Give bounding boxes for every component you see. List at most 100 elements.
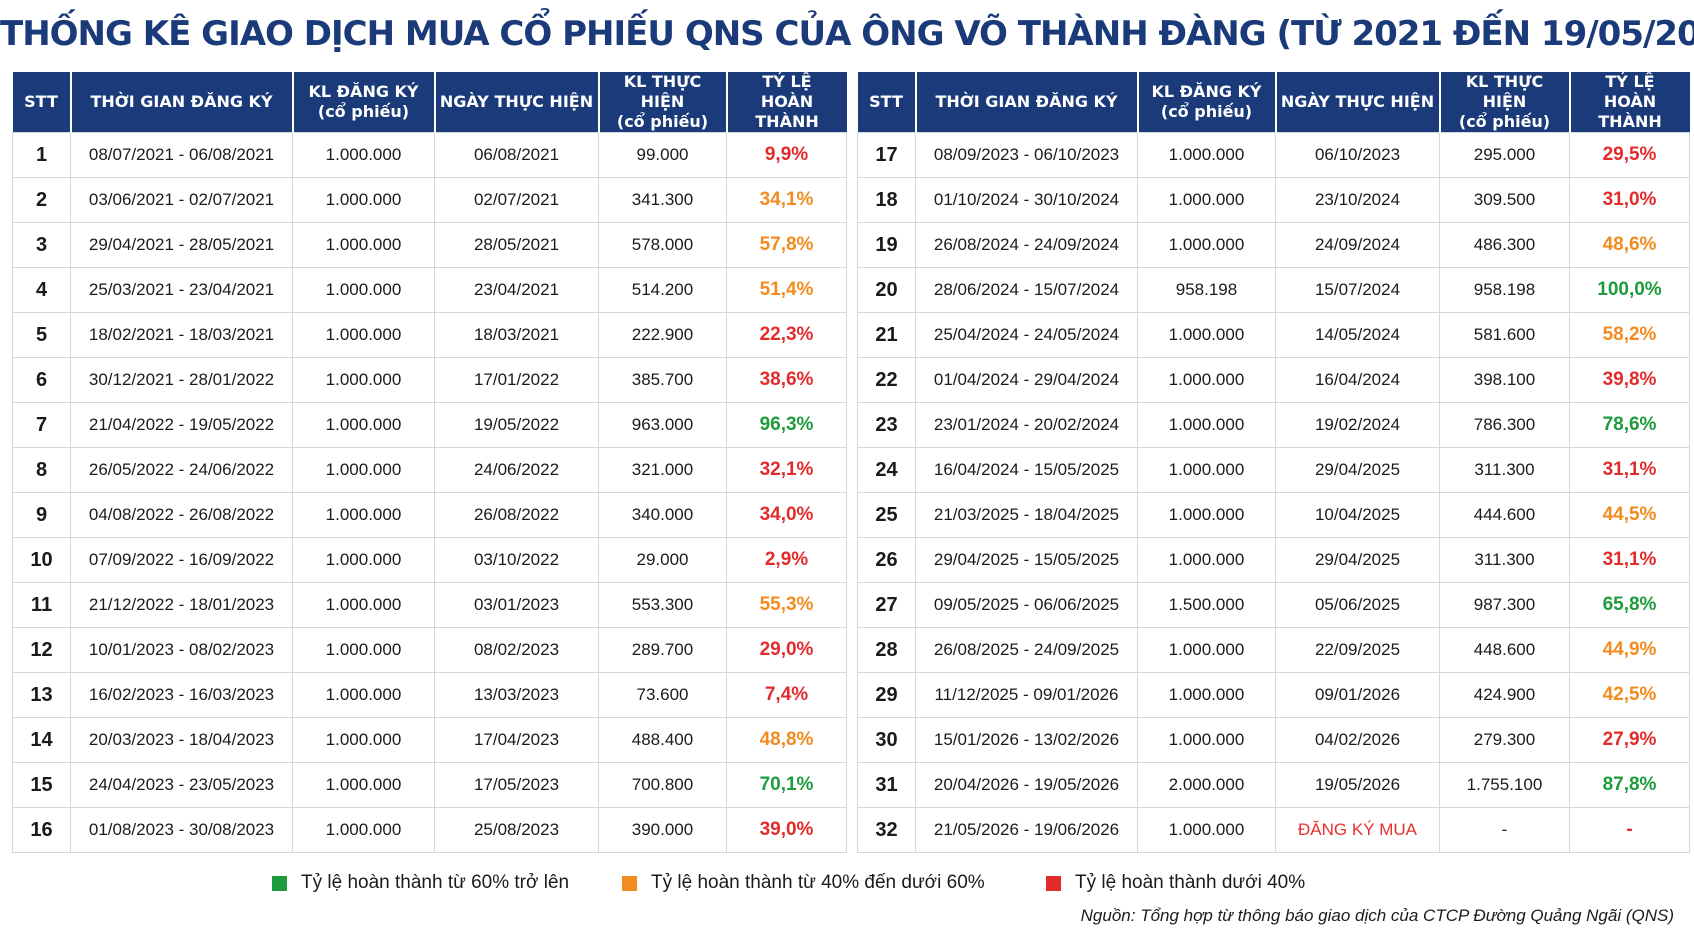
registered-cell: 1.000.000 [292,222,435,268]
legend-item-orange: Tỷ lệ hoàn thành từ 40% đến dưới 60% [622,872,985,894]
period-cell: 29/04/2025 - 15/05/2025 [915,537,1138,583]
stt-cell: 10 [12,537,71,583]
period-cell: 21/12/2022 - 18/01/2023 [70,582,293,628]
stt-cell: 31 [857,762,916,808]
date-cell: 05/06/2025 [1275,582,1440,628]
registered-cell: 1.000.000 [292,807,435,853]
executed-cell: 700.800 [598,762,727,808]
executed-cell: 73.600 [598,672,727,718]
header-registered: KL ĐĂNG KÝ (cổ phiếu) [1136,72,1276,133]
registered-cell: 1.000.000 [292,357,435,403]
registered-cell: 1.000.000 [292,492,435,538]
date-cell: 19/02/2024 [1275,402,1440,448]
header-stt: STT [12,72,71,133]
period-cell: 04/08/2022 - 26/08/2022 [70,492,293,538]
rate-cell: 48,6% [1569,222,1690,268]
executed-cell: 786.300 [1439,402,1570,448]
period-cell: 21/05/2026 - 19/06/2026 [915,807,1138,853]
executed-cell: 553.300 [598,582,727,628]
legend-swatch-orange [622,875,637,891]
executed-cell: 385.700 [598,357,727,403]
date-cell: 03/10/2022 [434,537,599,583]
date-cell: 24/06/2022 [434,447,599,493]
registered-cell: 1.000.000 [292,177,435,223]
registered-cell: 1.000.000 [1137,492,1276,538]
period-cell: 09/05/2025 - 06/06/2025 [915,582,1138,628]
table-header-row: STT THỜI GIAN ĐĂNG KÝ KL ĐĂNG KÝ (cổ phiế… [12,72,847,133]
registered-cell: 1.000.000 [1137,447,1276,493]
table-row: 32 21/05/2026 - 19/06/2026 1.000.000 ĐĂNG K… [857,807,1690,853]
period-cell: 26/08/2025 - 24/09/2025 [915,627,1138,673]
stt-cell: 6 [12,357,71,403]
legend-item-red: Tỷ lệ hoàn thành dưới 40% [1046,872,1305,894]
period-cell: 21/04/2022 - 19/05/2022 [70,402,293,448]
period-cell: 01/10/2024 - 30/10/2024 [915,177,1138,223]
rate-cell: 96,3% [726,402,847,448]
rate-cell: 55,3% [726,582,847,628]
stt-cell: 29 [857,672,916,718]
date-cell: 29/04/2025 [1275,447,1440,493]
executed-cell: 289.700 [598,627,727,673]
table-row: 7 21/04/2022 - 19/05/2022 1.000.000 19/05/2… [12,402,847,448]
registered-cell: 1.000.000 [1137,132,1276,178]
rate-cell: 31,1% [1569,447,1690,493]
table-row: 27 09/05/2025 - 06/06/2025 1.500.000 05/06/… [857,582,1690,628]
rate-cell: 44,5% [1569,492,1690,538]
stt-cell: 25 [857,492,916,538]
period-cell: 21/03/2025 - 18/04/2025 [915,492,1138,538]
date-cell: 25/08/2023 [434,807,599,853]
table-row: 9 04/08/2022 - 26/08/2022 1.000.000 26/08/2… [12,492,847,538]
rate-cell: 34,0% [726,492,847,538]
period-cell: 15/01/2026 - 13/02/2026 [915,717,1138,763]
executed-cell: 390.000 [598,807,727,853]
executed-cell: 963.000 [598,402,727,448]
header-registered: KL ĐĂNG KÝ (cổ phiếu) [291,72,435,133]
table-row: 30 15/01/2026 - 13/02/2026 1.000.000 04/02/… [857,717,1690,763]
period-cell: 30/12/2021 - 28/01/2022 [70,357,293,403]
stt-cell: 4 [12,267,71,313]
table-row: 10 07/09/2022 - 16/09/2022 1.000.000 03/10/… [12,537,847,583]
period-cell: 16/04/2024 - 15/05/2025 [915,447,1138,493]
period-cell: 29/04/2021 - 28/05/2021 [70,222,293,268]
rate-cell: 29,5% [1569,132,1690,178]
executed-cell: 295.000 [1439,132,1570,178]
rate-cell: 87,8% [1569,762,1690,808]
header-rate: TỶ LỆ HOÀN THÀNH [725,72,847,133]
date-cell: 10/04/2025 [1275,492,1440,538]
date-cell: 15/07/2024 [1275,267,1440,313]
registered-cell: 1.000.000 [1137,177,1276,223]
table-row: 20 28/06/2024 - 15/07/2024 958.198 15/07/20… [857,267,1690,313]
table-row: 12 10/01/2023 - 08/02/2023 1.000.000 08/02/… [12,627,847,673]
stt-cell: 11 [12,582,71,628]
stt-cell: 8 [12,447,71,493]
table-row: 26 29/04/2025 - 15/05/2025 1.000.000 29/04/… [857,537,1690,583]
period-cell: 11/12/2025 - 09/01/2026 [915,672,1138,718]
table-header-row: STT THỜI GIAN ĐĂNG KÝ KL ĐĂNG KÝ (cổ phiế… [857,72,1690,133]
executed-cell: 398.100 [1439,357,1570,403]
stt-cell: 23 [857,402,916,448]
period-cell: 20/04/2026 - 19/05/2026 [915,762,1138,808]
registered-cell: 1.000.000 [1137,357,1276,403]
period-cell: 25/03/2021 - 23/04/2021 [70,267,293,313]
table-row: 21 25/04/2024 - 24/05/2024 1.000.000 14/05/… [857,312,1690,358]
executed-cell: 1.755.100 [1439,762,1570,808]
stt-cell: 3 [12,222,71,268]
table-row: 13 16/02/2023 - 16/03/2023 1.000.000 13/03/… [12,672,847,718]
stt-cell: 20 [857,267,916,313]
date-cell: 17/01/2022 [434,357,599,403]
date-cell: 18/03/2021 [434,312,599,358]
header-executed: KL THỰC HIỆN (cổ phiếu) [597,72,727,133]
registered-cell: 1.000.000 [1137,402,1276,448]
rate-cell: 38,6% [726,357,847,403]
table-row: 18 01/10/2024 - 30/10/2024 1.000.000 23/10/… [857,177,1690,223]
rate-cell: 31,0% [1569,177,1690,223]
header-date: NGÀY THỰC HIỆN [433,72,599,133]
period-cell: 08/09/2023 - 06/10/2023 [915,132,1138,178]
rate-cell: 9,9% [726,132,847,178]
stt-cell: 22 [857,357,916,403]
stt-cell: 19 [857,222,916,268]
legend-swatch-red [1046,875,1061,891]
rate-cell: 7,4% [726,672,847,718]
transactions-table-right: STT THỜI GIAN ĐĂNG KÝ KL ĐĂNG KÝ (cổ phiế… [857,72,1690,853]
period-cell: 08/07/2021 - 06/08/2021 [70,132,293,178]
